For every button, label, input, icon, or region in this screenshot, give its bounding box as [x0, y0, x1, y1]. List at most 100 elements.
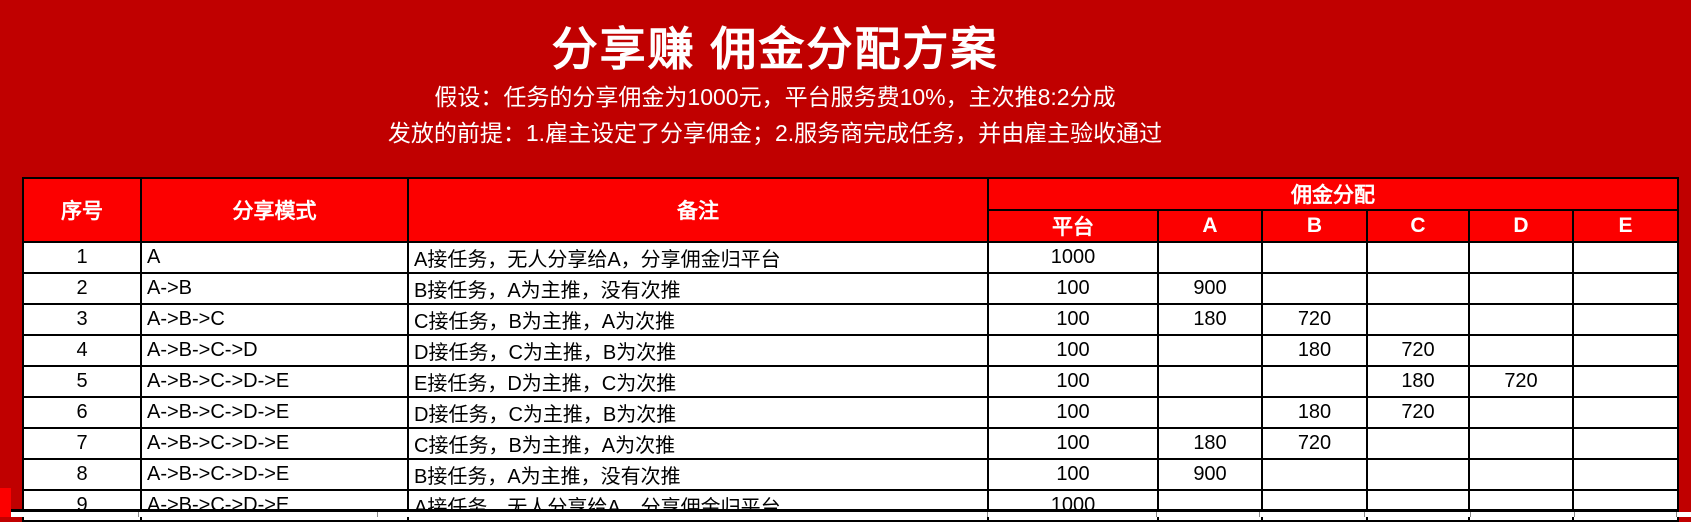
cell-mode: A->B	[140, 272, 409, 305]
table-row: 8 A->B->C->D->E B接任务，A为主推，没有次推 100 900	[22, 458, 1680, 491]
gridline-divider	[1156, 512, 1157, 517]
cell-C	[1366, 272, 1470, 305]
cell-B: 720	[1261, 427, 1368, 460]
table-header-row-1: 序号 分享模式 备注 佣金分配	[22, 177, 1680, 243]
col-header-e: E	[1571, 209, 1680, 243]
col-header-share-mode: 分享模式	[140, 177, 409, 243]
cell-note: C接任务，B为主推，A为次推	[407, 303, 989, 336]
cell-D	[1468, 272, 1574, 305]
table-header: 序号 分享模式 备注 佣金分配 平台 A B C D E	[22, 177, 1680, 243]
cell-no: 8	[22, 458, 142, 491]
left-edge-accent	[0, 488, 11, 517]
col-header-c: C	[1366, 209, 1470, 243]
col-header-commission-group: 佣金分配	[986, 177, 1680, 211]
cell-note: D接任务，C为主推，B为次推	[407, 334, 989, 367]
cell-mode: A->B->C->D->E	[140, 458, 409, 491]
cell-D	[1468, 427, 1574, 460]
gridline-divider	[1470, 512, 1471, 517]
cell-platform: 100	[987, 427, 1159, 460]
col-header-platform: 平台	[987, 209, 1159, 243]
cell-B: 180	[1261, 334, 1368, 367]
cell-note: D接任务，C为主推，B为次推	[407, 396, 989, 429]
cell-A	[1157, 334, 1263, 367]
col-header-a: A	[1157, 209, 1263, 243]
cell-D	[1468, 458, 1574, 491]
cell-E	[1571, 334, 1680, 367]
cell-platform: 100	[987, 458, 1159, 491]
table-row: 6 A->B->C->D->E D接任务，C为主推，B为次推 100 180 720	[22, 396, 1680, 429]
cell-B: 180	[1261, 396, 1368, 429]
table-row: 4 A->B->C->D D接任务，C为主推，B为次推 100 180 720	[22, 334, 1680, 367]
gridline-divider	[987, 512, 988, 517]
gridline-divider	[377, 512, 378, 517]
cell-D	[1468, 396, 1574, 429]
cell-C	[1366, 303, 1470, 336]
col-header-note: 备注	[407, 177, 989, 243]
cell-E	[1571, 272, 1680, 305]
col-header-index: 序号	[22, 177, 142, 243]
cell-E	[1571, 427, 1680, 460]
cell-B	[1261, 272, 1368, 305]
cell-no: 5	[22, 365, 142, 398]
cell-note: A接任务，无人分享给A，分享佣金归平台	[407, 241, 989, 274]
gridline-divider	[1364, 512, 1365, 517]
cell-A	[1157, 365, 1263, 398]
cell-platform: 100	[987, 365, 1159, 398]
cell-C	[1366, 458, 1470, 491]
cell-E	[1571, 396, 1680, 429]
cell-mode: A->B->C->D->E	[140, 365, 409, 398]
cell-note: E接任务，D为主推，C为次推	[407, 365, 989, 398]
cell-D	[1468, 334, 1574, 367]
cell-C: 720	[1366, 334, 1470, 367]
cell-E	[1571, 365, 1680, 398]
cell-note: B接任务，A为主推，没有次推	[407, 458, 989, 491]
cell-B: 720	[1261, 303, 1368, 336]
table-row: 1 A A接任务，无人分享给A，分享佣金归平台 1000	[22, 241, 1680, 274]
cell-A: 900	[1157, 272, 1263, 305]
cell-E	[1571, 458, 1680, 491]
cell-mode: A	[140, 241, 409, 274]
cell-mode: A->B->C->D->E	[140, 427, 409, 460]
cell-A	[1157, 396, 1263, 429]
cell-E	[1571, 241, 1680, 274]
cell-no: 7	[22, 427, 142, 460]
table-row: 5 A->B->C->D->E E接任务，D为主推，C为次推 100 180 720	[22, 365, 1680, 398]
cell-platform: 100	[987, 334, 1159, 367]
cell-mode: A->B->C->D->E	[140, 396, 409, 429]
cell-note: B接任务，A为主推，没有次推	[407, 272, 989, 305]
col-header-d: D	[1468, 209, 1574, 243]
cell-C: 720	[1366, 396, 1470, 429]
cell-no: 4	[22, 334, 142, 367]
cell-platform: 1000	[987, 241, 1159, 274]
table-row: 2 A->B B接任务，A为主推，没有次推 100 900	[22, 272, 1680, 305]
table-row: 3 A->B->C C接任务，B为主推，A为次推 100 180 720	[22, 303, 1680, 336]
gridline-divider	[138, 512, 139, 517]
subtitle-assumption: 假设：任务的分享佣金为1000元，平台服务费10%，主次推8:2分成	[434, 83, 1116, 110]
cell-D	[1468, 303, 1574, 336]
table-body: 1 A A接任务，无人分享给A，分享佣金归平台 1000 2 A->B B接任务，A为主推，…	[22, 241, 1680, 522]
cell-A	[1157, 241, 1263, 274]
table-row: 7 A->B->C->D->E C接任务，B为主推，A为次推 100 180 720	[22, 427, 1680, 460]
partial-row-strip	[11, 512, 1691, 517]
cell-platform: 100	[987, 272, 1159, 305]
cell-no: 6	[22, 396, 142, 429]
cell-mode: A->B->C->D	[140, 334, 409, 367]
cell-C	[1366, 427, 1470, 460]
cell-C: 180	[1366, 365, 1470, 398]
bottom-border-line	[11, 509, 1677, 512]
gridline-divider	[1676, 512, 1677, 517]
cell-no: 2	[22, 272, 142, 305]
commission-table: 序号 分享模式 备注 佣金分配 平台 A B C D E 1 A A接任务，无人分享…	[22, 177, 1680, 522]
col-header-b: B	[1261, 209, 1368, 243]
cell-A: 900	[1157, 458, 1263, 491]
cell-note: C接任务，B为主推，A为次推	[407, 427, 989, 460]
cell-B	[1261, 241, 1368, 274]
cell-no: 3	[22, 303, 142, 336]
cell-D: 720	[1468, 365, 1574, 398]
cell-platform: 100	[987, 396, 1159, 429]
gridline-divider	[1259, 512, 1260, 517]
cell-B	[1261, 458, 1368, 491]
page-title: 分享赚 佣金分配方案	[551, 23, 999, 75]
cell-no: 1	[22, 241, 142, 274]
